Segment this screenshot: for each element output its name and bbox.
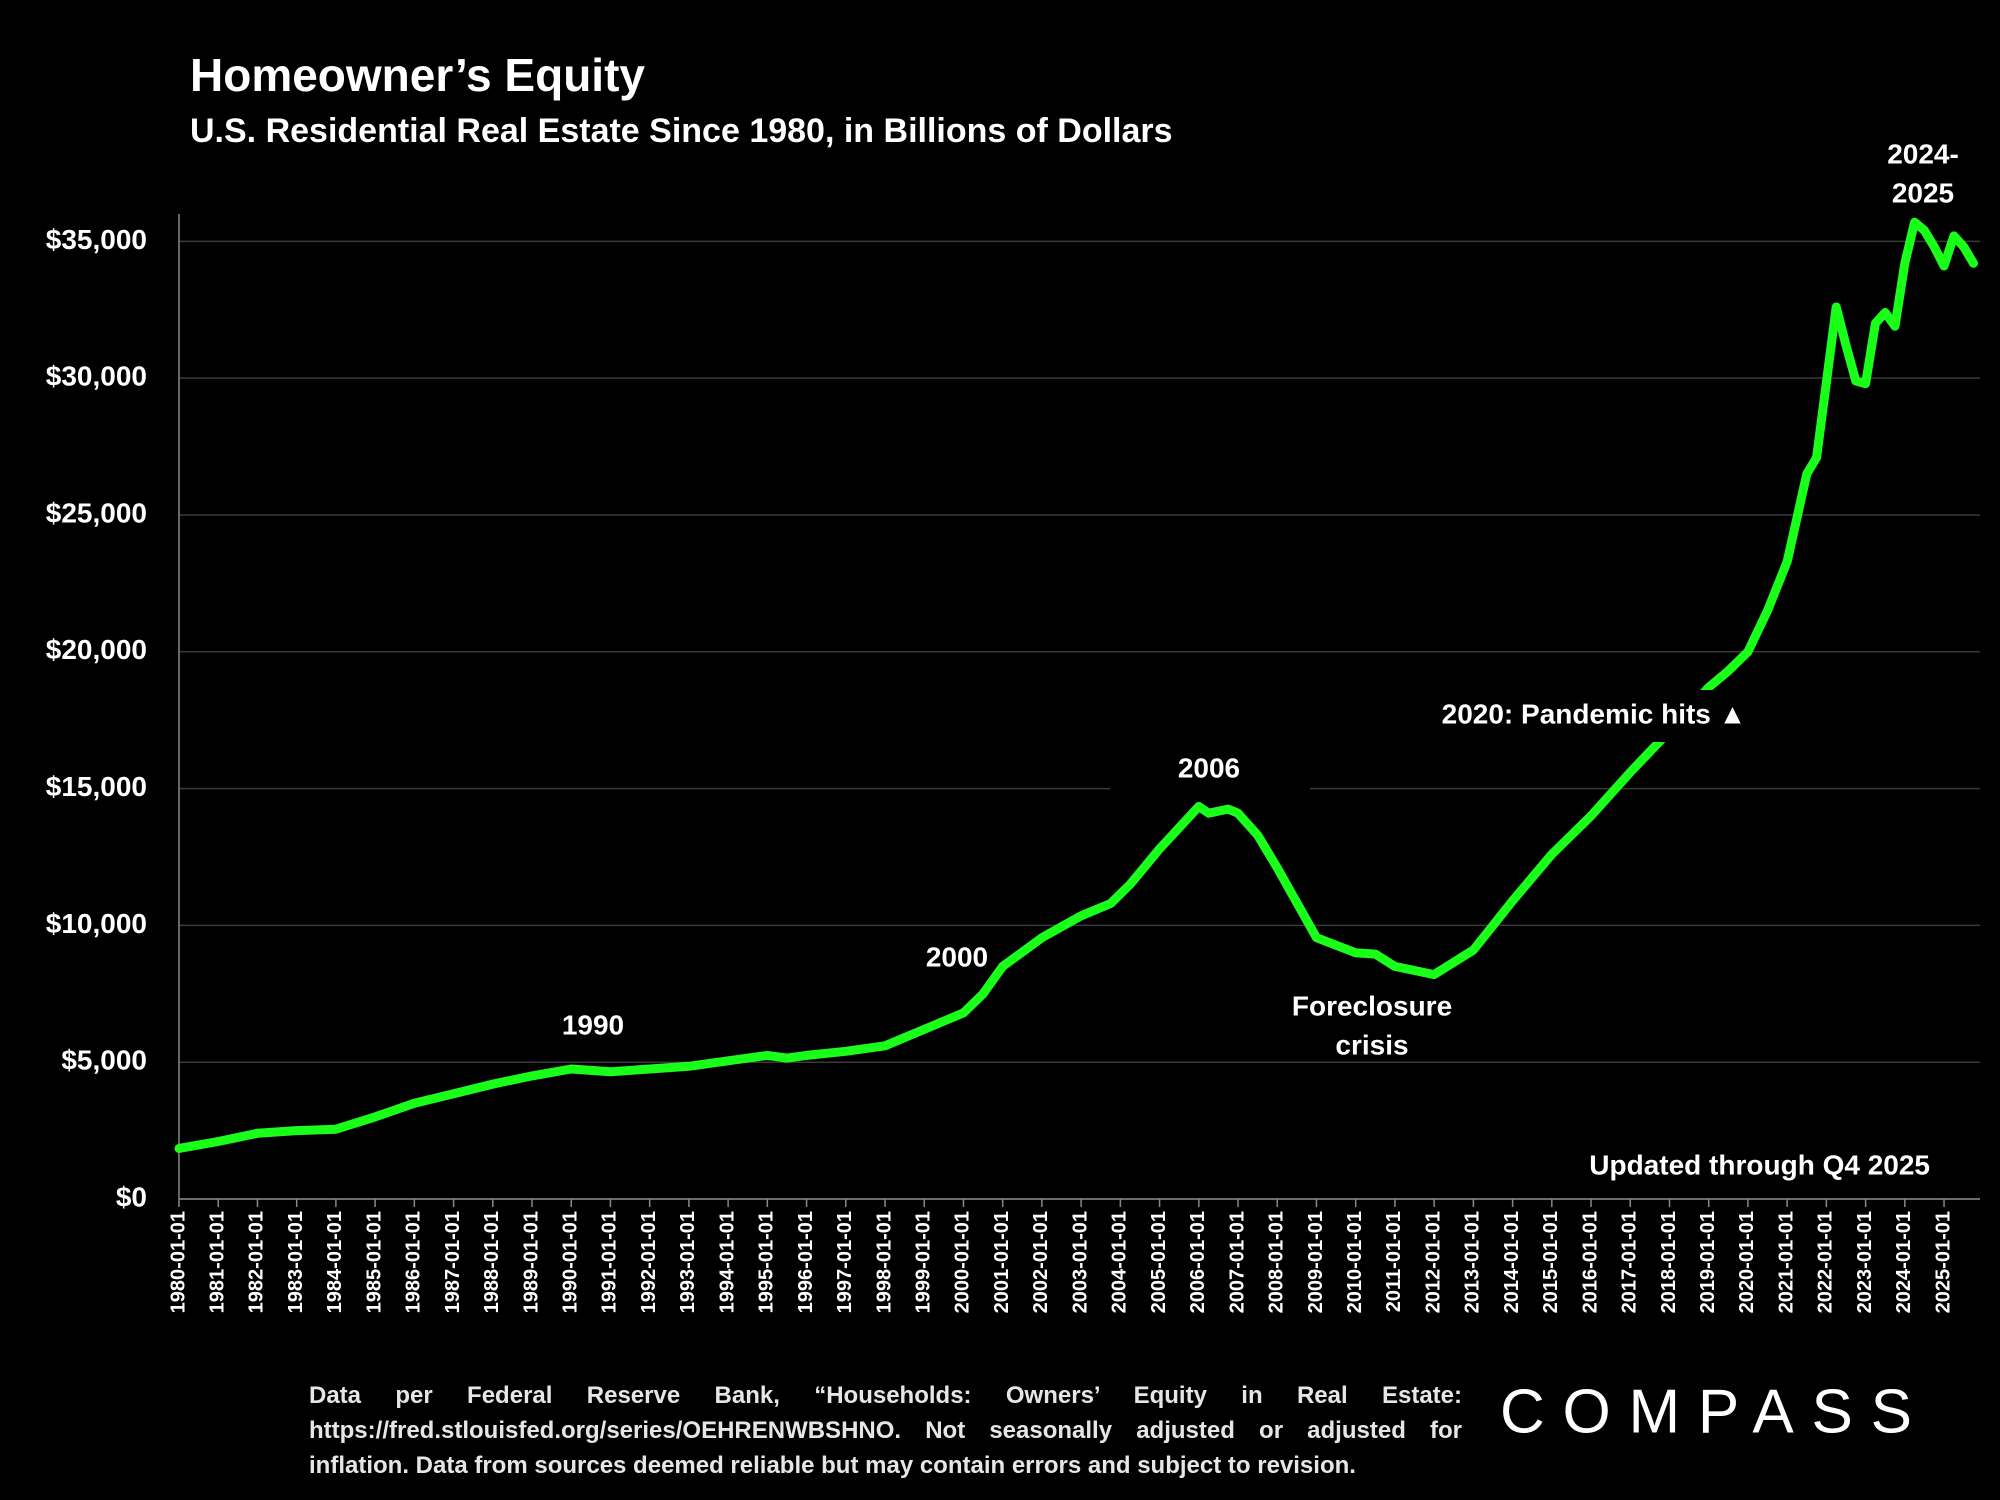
x-tick-label: 2001-01-01 <box>991 1211 1013 1313</box>
x-tick-label: 2013-01-01 <box>1462 1211 1484 1313</box>
x-tick-label: 2005-01-01 <box>1148 1211 1170 1313</box>
y-tick-label: $5,000 <box>61 1045 147 1076</box>
x-tick-label: 2009-01-01 <box>1305 1211 1327 1313</box>
x-tick-label: 2000-01-01 <box>952 1211 974 1313</box>
x-tick-label: 2003-01-01 <box>1069 1211 1091 1313</box>
x-tick-label: 2018-01-01 <box>1658 1211 1680 1313</box>
x-tick-label: 2016-01-01 <box>1579 1211 1601 1313</box>
x-tick-label: 1985-01-01 <box>363 1211 385 1313</box>
annotation-background <box>1422 690 1774 742</box>
x-tick-label: 1994-01-01 <box>716 1211 738 1313</box>
x-tick-label: 1999-01-01 <box>913 1211 935 1313</box>
x-tick-label: 2022-01-01 <box>1815 1211 1837 1313</box>
source-note: Data per Federal Reserve Bank, “Househol… <box>309 1382 1462 1479</box>
x-tick-label: 2014-01-01 <box>1501 1211 1523 1313</box>
x-tick-label: 1984-01-01 <box>324 1211 346 1313</box>
x-tick-label: 1988-01-01 <box>481 1211 503 1313</box>
x-tick-label: 1996-01-01 <box>795 1211 817 1313</box>
x-tick-label: 2012-01-01 <box>1422 1211 1444 1313</box>
annotation: crisis <box>1335 1029 1408 1060</box>
x-tick-label: 1987-01-01 <box>442 1211 464 1313</box>
x-tick-label: 1982-01-01 <box>246 1211 268 1313</box>
data-line <box>174 217 1978 1153</box>
y-tick-label: $30,000 <box>46 361 147 392</box>
y-tick-label: $25,000 <box>46 497 147 528</box>
x-tick-label: 1981-01-01 <box>207 1211 229 1313</box>
x-tick-label: 2010-01-01 <box>1344 1211 1366 1313</box>
annotation: Foreclosure <box>1292 990 1452 1021</box>
y-tick-label: $10,000 <box>46 908 147 939</box>
x-tick-label: 1980-01-01 <box>167 1211 189 1313</box>
chart-subtitle: U.S. Residential Real Estate Since 1980,… <box>190 112 1173 150</box>
chart-title: Homeowner’s Equity <box>190 49 645 101</box>
x-tick-label: 2015-01-01 <box>1540 1211 1562 1313</box>
x-tick-label: 2019-01-01 <box>1697 1211 1719 1313</box>
y-tick-label: $35,000 <box>46 224 147 255</box>
x-tick-label: 2006-01-01 <box>1187 1211 1209 1313</box>
annotation: Updated through Q4 2025 <box>1589 1149 1930 1180</box>
x-tick-label: 1991-01-01 <box>599 1211 621 1313</box>
annotation: 2024- <box>1887 138 1959 169</box>
annotation: 2000 <box>926 941 988 972</box>
x-tick-label: 2011-01-01 <box>1383 1211 1405 1312</box>
x-tick-label: 1998-01-01 <box>873 1211 895 1313</box>
x-tick-label: 1997-01-01 <box>834 1211 856 1313</box>
x-tick-label: 1993-01-01 <box>677 1211 699 1313</box>
logo: COMPASS <box>1500 1377 1920 1446</box>
y-tick-label: $0 <box>116 1181 147 1212</box>
x-tick-label: 2002-01-01 <box>1030 1211 1052 1313</box>
annotation-background <box>1110 748 1310 792</box>
x-tick-label: 1983-01-01 <box>285 1211 307 1313</box>
x-tick-label: 2023-01-01 <box>1854 1211 1876 1313</box>
annotation: 2006 <box>1178 752 1240 783</box>
x-tick-label: 2017-01-01 <box>1619 1211 1641 1313</box>
x-tick-label: 1990-01-01 <box>560 1211 582 1313</box>
y-tick-label: $15,000 <box>46 771 147 802</box>
x-tick-label: 2025-01-01 <box>1932 1211 1954 1313</box>
annotation: 2020: Pandemic hits ▲ <box>1442 698 1747 729</box>
y-tick-label: $20,000 <box>46 634 147 665</box>
x-tick-label: 1992-01-01 <box>638 1211 660 1313</box>
annotation: 1990 <box>562 1009 624 1040</box>
x-tick-label: 2007-01-01 <box>1226 1211 1248 1313</box>
x-tick-label: 1995-01-01 <box>756 1211 778 1313</box>
x-tick-label: 2024-01-01 <box>1893 1211 1915 1313</box>
x-tick-label: 2020-01-01 <box>1736 1211 1758 1313</box>
x-tick-label: 2021-01-01 <box>1775 1211 1797 1313</box>
x-tick-label: 1986-01-01 <box>403 1211 425 1313</box>
annotation: 2025 <box>1892 177 1954 208</box>
x-tick-label: 1989-01-01 <box>520 1211 542 1313</box>
x-tick-label: 2008-01-01 <box>1266 1211 1288 1313</box>
x-tick-label: 2004-01-01 <box>1109 1211 1131 1313</box>
